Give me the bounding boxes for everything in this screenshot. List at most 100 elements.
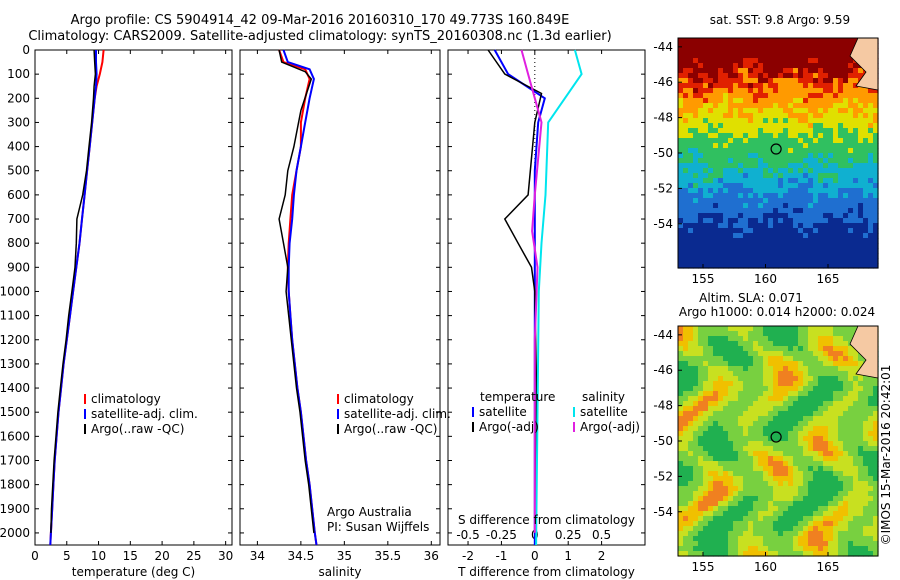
map-cell	[713, 356, 719, 362]
map-cell	[763, 386, 769, 392]
map-cell	[803, 416, 809, 422]
map-cell	[738, 541, 744, 547]
map-cell	[718, 108, 724, 114]
map-cell	[853, 436, 859, 442]
map-cell	[718, 366, 724, 372]
map-cell	[703, 416, 709, 422]
map-cell	[698, 153, 704, 159]
map-cell	[778, 336, 784, 342]
map-cell	[683, 416, 689, 422]
tdiff-argo-line	[487, 49, 543, 533]
map-cell	[683, 58, 689, 64]
map-cell	[853, 113, 859, 119]
map-cell	[778, 43, 784, 49]
map-cell	[728, 421, 734, 427]
map-cell	[783, 63, 789, 69]
map-cell	[728, 371, 734, 377]
map-cell	[808, 446, 814, 452]
map-cell	[848, 331, 854, 337]
map-cell	[778, 496, 784, 502]
map-cell	[743, 526, 749, 532]
map-cell	[873, 108, 879, 114]
map-cell	[763, 163, 769, 169]
map-cell	[838, 58, 844, 64]
map-cell	[688, 38, 694, 44]
map-cell	[823, 103, 829, 109]
map-cell	[803, 63, 809, 69]
map-cell	[793, 253, 799, 259]
map-cell	[793, 113, 799, 119]
map-cell	[803, 163, 809, 169]
map-cell	[813, 63, 819, 69]
map-cell	[863, 133, 869, 139]
map-cell	[848, 68, 854, 74]
map-cell	[843, 128, 849, 134]
map-cell	[783, 118, 789, 124]
map-cell	[688, 461, 694, 467]
map-cell	[688, 78, 694, 84]
map-cell	[853, 386, 859, 392]
map-cell	[748, 481, 754, 487]
map-cell	[813, 223, 819, 229]
map-cell	[833, 73, 839, 79]
map-cell	[853, 491, 859, 497]
map-cell	[873, 153, 879, 159]
map-cell	[753, 248, 759, 254]
map-cell	[748, 248, 754, 254]
map-cell	[678, 506, 684, 512]
map-cell	[728, 461, 734, 467]
map-cell	[833, 536, 839, 542]
map-cell	[703, 326, 709, 332]
map-cell	[783, 371, 789, 377]
map-cell	[793, 53, 799, 59]
map-cell	[808, 441, 814, 447]
map-cell	[773, 63, 779, 69]
map-cell	[733, 258, 739, 264]
map-cell	[828, 361, 834, 367]
map-cell	[728, 128, 734, 134]
map-cell	[798, 158, 804, 164]
map-cell	[858, 178, 864, 184]
map-cell	[838, 396, 844, 402]
map-cell	[743, 68, 749, 74]
map-cell	[833, 163, 839, 169]
map-cell	[708, 258, 714, 264]
map-cell	[833, 148, 839, 154]
map-cell	[783, 431, 789, 437]
map-cell	[863, 441, 869, 447]
map-cell	[763, 476, 769, 482]
map-cell	[748, 228, 754, 234]
map-cell	[833, 223, 839, 229]
map-cell	[828, 133, 834, 139]
map-cell	[678, 83, 684, 89]
map-cell	[723, 376, 729, 382]
map-cell	[823, 153, 829, 159]
map-cell	[758, 128, 764, 134]
map-cell	[768, 451, 774, 457]
map-cell	[773, 481, 779, 487]
map-cell	[868, 491, 874, 497]
map-cell	[778, 351, 784, 357]
map-cell	[703, 521, 709, 527]
map-cell	[848, 486, 854, 492]
map-cell	[713, 446, 719, 452]
map-cell	[778, 158, 784, 164]
map-cell	[723, 481, 729, 487]
map-cell	[848, 376, 854, 382]
map-cell	[848, 83, 854, 89]
map-cell	[708, 341, 714, 347]
map-cell	[838, 173, 844, 179]
map-cell	[783, 168, 789, 174]
map-cell	[728, 551, 734, 557]
map-cell	[683, 173, 689, 179]
map-cell	[698, 516, 704, 522]
map-cell	[688, 58, 694, 64]
map-cell	[843, 63, 849, 69]
map-cell	[703, 351, 709, 357]
map-cell	[698, 263, 704, 269]
map-cell	[738, 521, 744, 527]
map-cell	[858, 401, 864, 407]
map-cell	[873, 491, 879, 497]
map-cell	[733, 471, 739, 477]
map-cell	[848, 103, 854, 109]
